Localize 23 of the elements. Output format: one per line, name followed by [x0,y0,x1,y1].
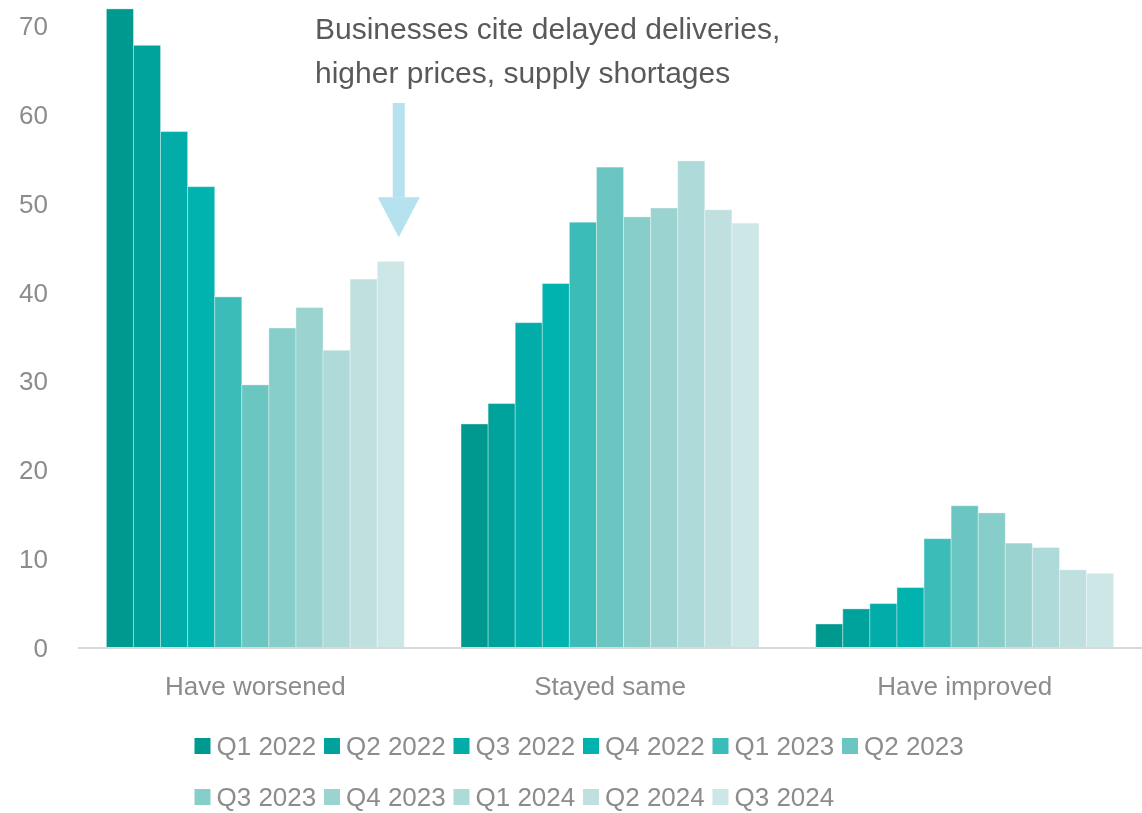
legend-label: Q1 2023 [734,731,835,762]
legend-label: Q1 2022 [216,731,317,762]
y-tick-label: 40 [19,277,48,308]
legend-label: Q3 2024 [734,782,835,813]
legend-label: Q2 2023 [864,731,964,762]
x-tick-label: Have worsened [165,671,346,701]
y-tick-label: 70 [19,10,48,41]
y-tick-label: 0 [33,633,48,664]
x-tick-label: Have improved [877,671,1053,701]
legend-label: Q3 2022 [475,731,576,762]
y-tick-label: 30 [19,366,48,397]
legend-label: Q3 2023 [216,782,317,813]
legend-label: Q1 2024 [475,782,576,813]
legend-label: Q2 2022 [346,731,446,762]
y-tick-label: 20 [19,455,48,486]
annotation: Businesses cite delayed deliveries, higher prices, supply shortages [315,11,781,89]
y-tick-label: 50 [19,188,48,219]
y-tick-label: 10 [19,544,48,575]
x-tick-label: Stayed same [534,671,686,701]
y-tick-label: 60 [19,99,48,130]
legend-label: Q2 2024 [605,782,705,813]
legend-label: Q4 2023 [346,782,446,813]
legend-label: Q4 2022 [605,731,705,762]
